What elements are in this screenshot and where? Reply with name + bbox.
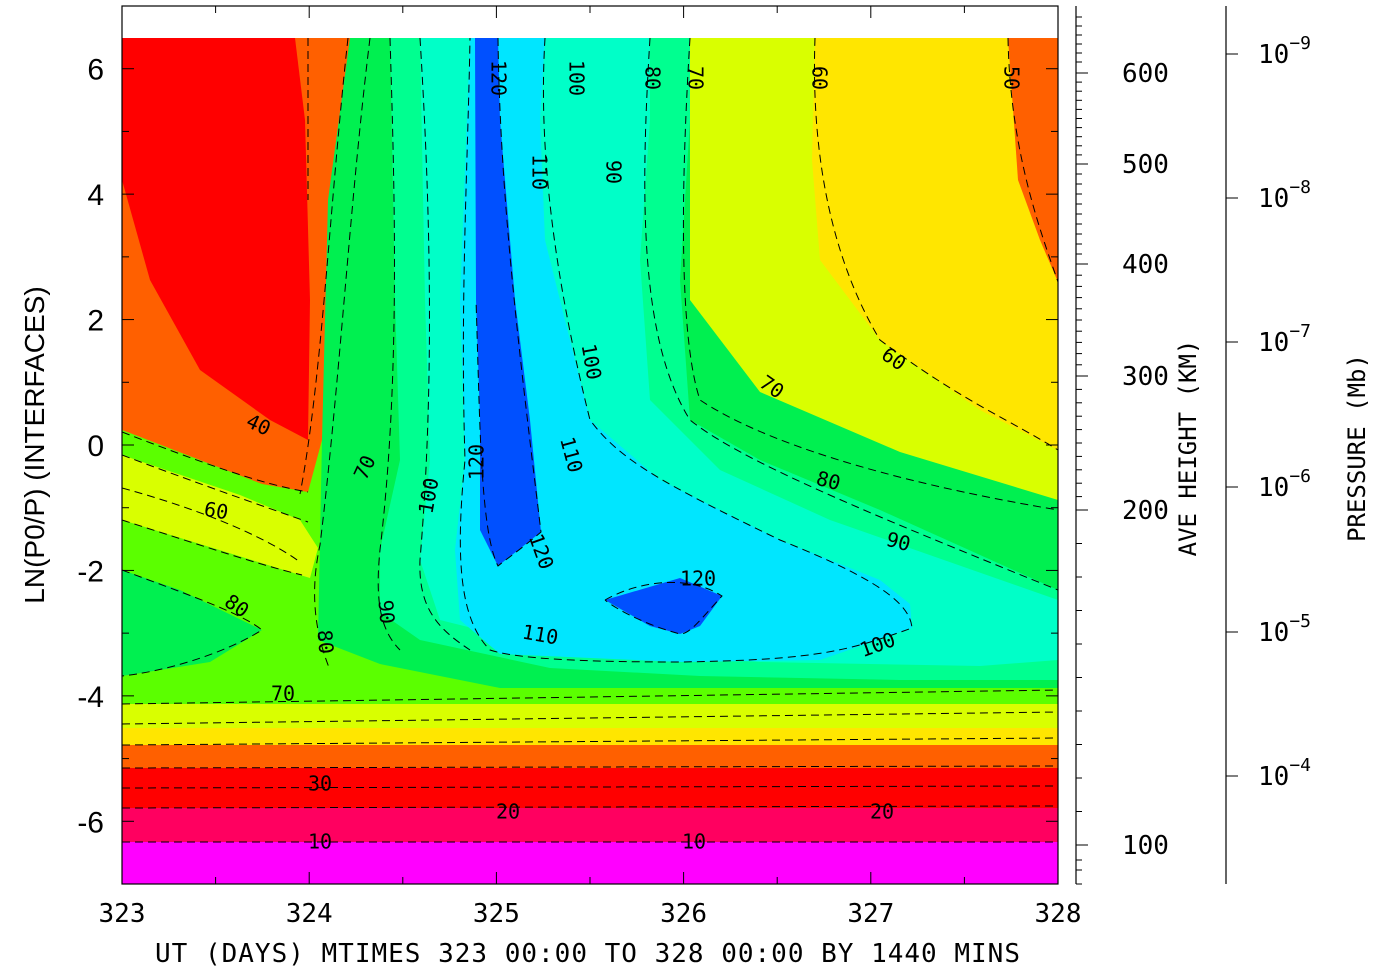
contour-lines	[122, 38, 1058, 843]
contour-line-10	[459, 38, 913, 663]
contour-label: 80	[312, 629, 338, 655]
y-tick-label: 6	[87, 54, 104, 87]
contour-band-22	[122, 842, 1058, 884]
height-tick-label: 400	[1122, 250, 1169, 280]
pressure-axis-label: PRESSURE (Mb)	[1343, 354, 1371, 542]
contour-line-2	[122, 487, 301, 563]
contour-label: 50	[1000, 66, 1024, 90]
contour-label: 120	[487, 60, 511, 96]
contour-band-21	[122, 808, 1058, 842]
contour-band-12	[812, 38, 1058, 450]
contour-line-19	[122, 737, 1058, 746]
contour-band-9	[605, 578, 722, 634]
x-tick-label: 327	[847, 899, 894, 929]
y-axis-label: LN(P0/P) (INTERFACES)	[19, 286, 50, 603]
contour-line-4	[122, 569, 263, 677]
axis-ticks	[121, 5, 1059, 885]
contour-line-21	[122, 785, 1058, 789]
contour-label: 10	[308, 830, 332, 854]
pressure-tick-label: 10−6	[1258, 466, 1311, 503]
y-tick-label: -6	[77, 806, 104, 839]
contour-label: 60	[808, 66, 832, 90]
contour-band-7	[455, 38, 912, 662]
contour-line-18	[122, 711, 1058, 725]
contour-line-9	[419, 38, 471, 651]
contour-label: 80	[641, 66, 665, 90]
pressure-tick-label: 10−4	[1258, 755, 1311, 792]
pressure-tick-label: 10−8	[1258, 177, 1311, 214]
x-tick-label: 323	[99, 899, 146, 929]
contour-line-7	[314, 38, 371, 671]
contour-band-19	[122, 745, 1058, 768]
contour-line-17	[122, 689, 1058, 705]
contour-line-14	[1007, 38, 1058, 283]
contour-band-17	[122, 38, 310, 440]
contour-label: 20	[870, 800, 894, 824]
y-tick-label: -4	[77, 681, 104, 714]
contour-band-14	[122, 455, 318, 578]
height-tick-label: 300	[1122, 362, 1169, 392]
contour-band-8	[475, 38, 541, 566]
x-tick-labels: 323 324 325 326 327 328	[99, 899, 1082, 929]
contour-label: 70	[684, 66, 708, 90]
x-tick-label: 326	[660, 899, 707, 929]
pressure-tick-label: 10−7	[1258, 321, 1311, 358]
contour-label: 100	[565, 60, 589, 96]
pressure-tick-label: 10−9	[1258, 33, 1311, 70]
x-tick-label: 328	[1035, 899, 1082, 929]
height-tick-label: 500	[1122, 150, 1169, 180]
contour-label: 110	[528, 154, 552, 190]
contour-line-22	[122, 805, 1058, 809]
height-tick-label: 200	[1122, 496, 1169, 526]
contour-line-13	[813, 38, 1058, 451]
contour-label: 90	[373, 599, 399, 625]
contour-line-20	[122, 765, 1058, 769]
contour-line-8	[377, 38, 401, 651]
contour-line-6	[299, 38, 349, 495]
contour-label: 120	[465, 444, 489, 480]
height-axis-label: AVE HEIGHT (KM)	[1174, 340, 1202, 557]
contour-line-0	[122, 431, 309, 493]
contour-label: 120	[680, 567, 716, 591]
contour-line-12	[682, 38, 1058, 511]
contour-line-11	[644, 38, 1058, 591]
x-axis-label: UT (DAYS) MTIMES 323 00:00 TO 328 00:00 …	[155, 939, 1021, 969]
contour-line-16	[604, 581, 723, 635]
height-tick-label: 600	[1122, 59, 1169, 89]
x-tick-label: 325	[473, 899, 520, 929]
y-tick-labels: -6 -4 -2 0 2 4 6	[77, 54, 104, 840]
contour-band-13	[1008, 38, 1058, 282]
pressure-axis: 10−9 10−8 10−7 10−6 10−5 10−4	[1225, 6, 1311, 884]
contour-label: 20	[496, 800, 520, 824]
x-tick-label: 324	[286, 899, 333, 929]
contour-line-15	[475, 38, 542, 567]
contour-line-1	[122, 454, 309, 523]
contour-line-3	[122, 519, 303, 576]
pressure-tick-label: 10−5	[1258, 611, 1311, 648]
contour-fills	[122, 38, 1058, 884]
contour-label: 30	[308, 772, 332, 796]
height-tick-label: 100	[1122, 831, 1169, 861]
contour-label: 90	[602, 160, 626, 184]
height-axis: 600 500 400 300 200 100	[1075, 6, 1169, 885]
contour-label: 70	[271, 682, 295, 706]
contour-band-20	[122, 768, 1058, 808]
y-tick-label: 2	[87, 305, 104, 338]
contour-label: 60	[202, 497, 230, 525]
contour-label: 10	[682, 830, 706, 854]
y-tick-label: 0	[87, 430, 104, 463]
y-tick-label: 4	[87, 179, 104, 212]
y-tick-label: -2	[77, 555, 104, 588]
contour-band-4	[122, 570, 262, 676]
